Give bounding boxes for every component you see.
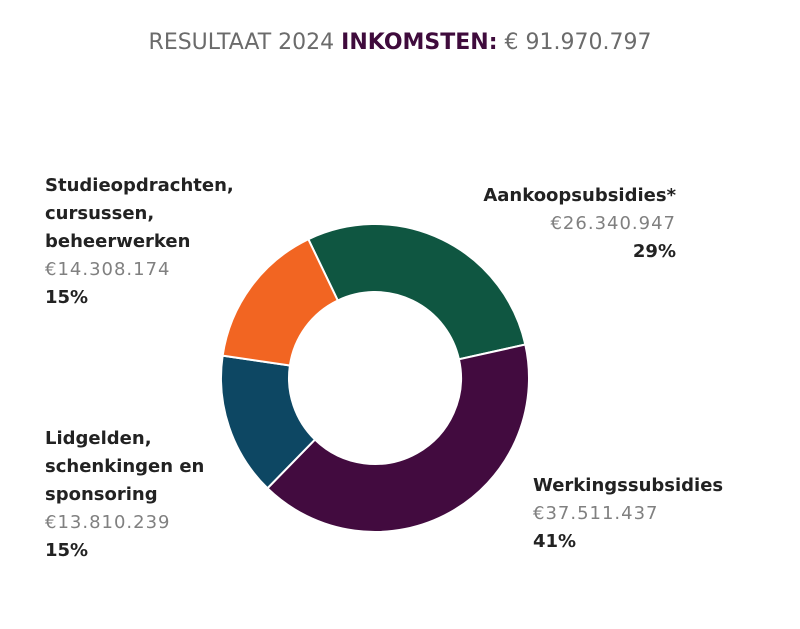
label-lidgelden-line-1: Lidgelden, <box>45 428 152 449</box>
label-studieopdrachten: Studieopdrachten, cursussen, beheerwerke… <box>45 172 234 312</box>
label-studieopdrachten-line-1: Studieopdrachten, <box>45 175 234 196</box>
label-aankoopsubsidies-category: Aankoopsubsidies* <box>483 185 676 206</box>
label-lidgelden: Lidgelden, schenkingen en sponsoring €13… <box>45 425 204 565</box>
donut-slice-aankoop <box>306 223 527 361</box>
chart-title: RESULTAAT 2024 INKOMSTEN: € 91.970.797 <box>0 30 800 55</box>
label-werkingssubsidies: Werkingssubsidies €37.511.437 41% <box>533 472 723 556</box>
label-studieopdrachten-amount: €14.308.174 <box>45 259 171 280</box>
donut-slice-werking <box>266 343 530 533</box>
label-studieopdrachten-percent: 15% <box>45 287 89 308</box>
title-total: € 91.970.797 <box>504 30 652 55</box>
title-highlight: INKOMSTEN: <box>341 30 498 55</box>
label-aankoopsubsidies: Aankoopsubsidies* €26.340.947 29% <box>483 182 676 266</box>
label-studieopdrachten-line-3: beheerwerken <box>45 231 191 252</box>
label-werkingssubsidies-percent: 41% <box>533 531 577 552</box>
label-studieopdrachten-line-2: cursussen, <box>45 203 155 224</box>
title-prefix: RESULTAAT 2024 <box>148 30 335 55</box>
label-lidgelden-amount: €13.810.239 <box>45 512 171 533</box>
label-lidgelden-line-3: sponsoring <box>45 484 158 505</box>
donut-slice-studie <box>221 237 340 367</box>
label-werkingssubsidies-amount: €37.511.437 <box>533 503 659 524</box>
label-aankoopsubsidies-amount: €26.340.947 <box>550 213 676 234</box>
label-lidgelden-percent: 15% <box>45 540 89 561</box>
label-werkingssubsidies-category: Werkingssubsidies <box>533 475 724 496</box>
label-lidgelden-line-2: schenkingen en <box>45 456 205 477</box>
label-aankoopsubsidies-percent: 29% <box>632 241 676 262</box>
